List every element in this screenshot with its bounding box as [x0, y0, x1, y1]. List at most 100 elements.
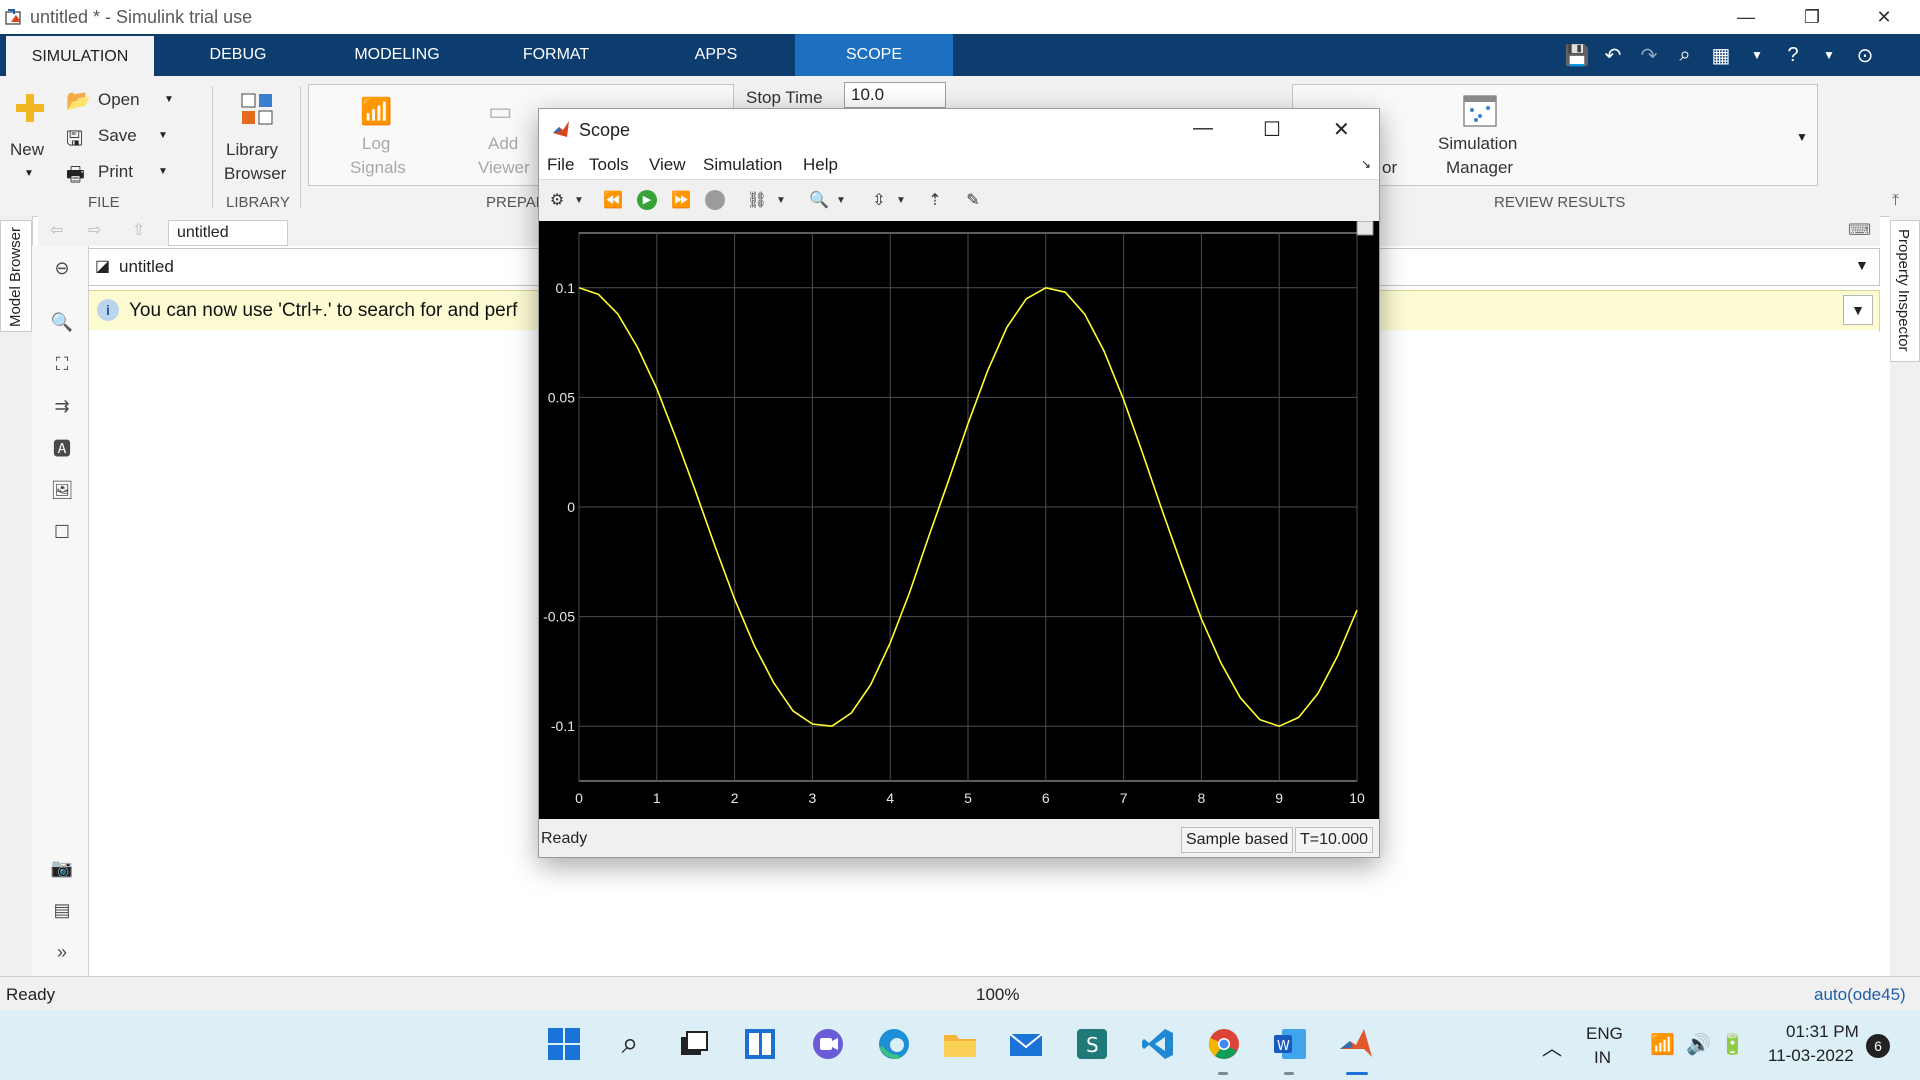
clock-time[interactable]: 01:31 PM [1786, 1022, 1859, 1041]
restore-button[interactable]: ❐ [1784, 2, 1840, 32]
settings-icon[interactable]: ⚙ [549, 192, 565, 209]
info-dropdown-button[interactable]: ▼ [1843, 295, 1873, 325]
help-icon[interactable]: ? [1787, 43, 1799, 66]
solver-link[interactable]: auto(ode45) [1814, 985, 1906, 1004]
simulation-manager-label-1[interactable]: Simulation [1438, 134, 1518, 153]
menu-simulation[interactable]: Simulation [703, 155, 783, 174]
chevron-down-icon[interactable]: ▼ [158, 130, 168, 141]
tab-debug[interactable]: DEBUG [209, 46, 267, 63]
chevron-down-icon[interactable]: ▼ [574, 194, 584, 206]
minimize-icon[interactable]: — [1193, 117, 1213, 139]
menu-tools[interactable]: Tools [589, 155, 629, 174]
file-explorer-icon[interactable] [938, 1022, 982, 1066]
tab-scope[interactable]: SCOPE [795, 34, 953, 76]
new-button[interactable]: New [10, 140, 45, 159]
signal-arrows-icon[interactable]: ⇉ [54, 395, 70, 416]
search-icon[interactable]: ⌕ [1679, 43, 1691, 66]
chevron-down-icon[interactable]: ▼ [1796, 130, 1808, 144]
menu-help[interactable]: Help [803, 155, 838, 174]
save-icon[interactable]: 💾 [1564, 44, 1590, 67]
matlab-icon[interactable] [1334, 1022, 1378, 1066]
save-button[interactable]: Save [98, 126, 137, 145]
undo-icon[interactable]: ↶ [1604, 44, 1622, 67]
hide-browser-icon[interactable]: ⊖ [54, 257, 70, 278]
vscode-icon[interactable] [1136, 1022, 1180, 1066]
close-icon[interactable]: ✕ [1333, 119, 1350, 141]
image-icon[interactable]: 🖼 [50, 479, 74, 500]
chevron-up-icon[interactable]: ︿ [1542, 1038, 1562, 1060]
stop-time-input[interactable]: 10.0 [844, 82, 946, 108]
battery-icon[interactable]: 🔋 [1720, 1034, 1745, 1056]
ribbon-collapse-icon[interactable]: ⊙ [1856, 44, 1874, 67]
app-s-icon[interactable]: S [1070, 1022, 1114, 1066]
scale-axes-icon[interactable]: ⇳ [872, 192, 886, 209]
tab-simulation[interactable]: SIMULATION [6, 34, 154, 78]
open-button[interactable]: Open [98, 90, 140, 109]
tab-apps[interactable]: APPS [694, 46, 738, 63]
windows-start-icon[interactable] [542, 1022, 586, 1066]
simulation-manager-label-2[interactable]: Manager [1446, 158, 1514, 177]
area-icon[interactable]: ☐ [53, 521, 71, 542]
notification-badge[interactable]: 6 [1866, 1034, 1890, 1058]
property-inspector-tab[interactable]: Property Inspector [1890, 220, 1920, 362]
mail-icon[interactable] [1004, 1022, 1048, 1066]
chevron-down-icon[interactable]: ▼ [896, 194, 906, 206]
new-icon[interactable] [12, 90, 48, 126]
up-icon[interactable]: ⇧ [132, 222, 146, 239]
zoom-in-icon[interactable]: 🔍 [809, 192, 829, 209]
axes-maximize-button[interactable] [1356, 220, 1374, 236]
chevron-down-icon[interactable]: ▼ [776, 194, 786, 206]
chevron-down-icon[interactable]: ▼ [836, 194, 846, 206]
highlight-block-icon[interactable]: ⛓ [746, 192, 768, 209]
search-icon[interactable]: ⌕ [621, 1027, 639, 1060]
task-view-icon[interactable] [672, 1022, 716, 1066]
menu-file[interactable]: File [547, 155, 575, 174]
chevron-down-icon[interactable]: ▼ [1823, 48, 1835, 62]
minimize-button[interactable]: — [1718, 2, 1774, 32]
chat-icon[interactable] [806, 1022, 850, 1066]
apps-grid-icon[interactable]: ▦ [1711, 44, 1731, 67]
language-primary[interactable]: ENG [1586, 1024, 1623, 1043]
menu-view[interactable]: View [649, 155, 686, 174]
volume-icon[interactable]: 🔊 [1686, 1034, 1711, 1056]
step-back-icon[interactable]: ⏪ [603, 192, 623, 209]
scope-plot[interactable]: 0 1 2 3 4 5 6 7 8 9 10 0.1 0.05 0 -0.05 -0.1 [539, 220, 1379, 819]
undock-icon[interactable]: ↘ [1361, 157, 1372, 171]
close-button[interactable]: ✕ [1856, 2, 1912, 32]
chevron-down-icon[interactable]: ▼ [1855, 257, 1869, 273]
collapse-ribbon-icon[interactable]: ⤒ [1892, 192, 1900, 209]
run-icon[interactable]: ▶ [635, 188, 659, 212]
stop-icon[interactable] [703, 188, 727, 212]
model-browser-tab[interactable]: Model Browser [0, 220, 32, 332]
expand-icon[interactable]: » [56, 941, 67, 962]
camera-icon[interactable]: 📷 [50, 857, 74, 878]
chrome-icon[interactable] [1202, 1022, 1246, 1066]
print-button[interactable]: Print [98, 162, 133, 181]
redo-icon[interactable]: ↷ [1640, 44, 1658, 67]
edge-browser-icon[interactable] [872, 1022, 916, 1066]
forward-icon[interactable]: ⇨ [88, 222, 102, 239]
library-label-1[interactable]: Library [226, 140, 278, 159]
step-forward-icon[interactable]: ⏩ [671, 192, 691, 209]
simulation-manager-icon[interactable] [1462, 94, 1498, 128]
maximize-icon[interactable]: ☐ [1263, 119, 1281, 141]
keyboard-icon[interactable]: ⌨ [1848, 222, 1872, 239]
tab-format[interactable]: FORMAT [522, 46, 590, 63]
chevron-down-icon[interactable]: ▼ [24, 168, 34, 179]
wifi-icon[interactable]: 📶 [1650, 1034, 1675, 1056]
breadcrumb-tab[interactable]: untitled [168, 220, 288, 246]
widgets-icon[interactable] [738, 1022, 782, 1066]
chevron-down-icon[interactable]: ▼ [1751, 48, 1763, 62]
explorer-bar-icon[interactable]: ▤ [53, 899, 71, 920]
tab-modeling[interactable]: MODELING [354, 46, 440, 63]
word-icon[interactable]: W [1268, 1022, 1312, 1066]
chevron-down-icon[interactable]: ▼ [158, 166, 168, 177]
library-label-2[interactable]: Browser [224, 164, 287, 183]
scope-window[interactable]: Scope — ☐ ✕ File Tools View Simulation H… [538, 108, 1380, 858]
back-icon[interactable]: ⇦ [50, 222, 64, 239]
cursor-measurements-icon[interactable]: ⇡ [928, 192, 942, 209]
language-secondary[interactable]: IN [1594, 1048, 1611, 1067]
annotation-icon[interactable]: 🅰 [53, 439, 71, 459]
scope-plot-area[interactable]: 0 1 2 3 4 5 6 7 8 9 10 0.1 0.05 0 -0.05 -0.1 [539, 220, 1379, 819]
style-icon[interactable]: ✎ [966, 192, 980, 209]
